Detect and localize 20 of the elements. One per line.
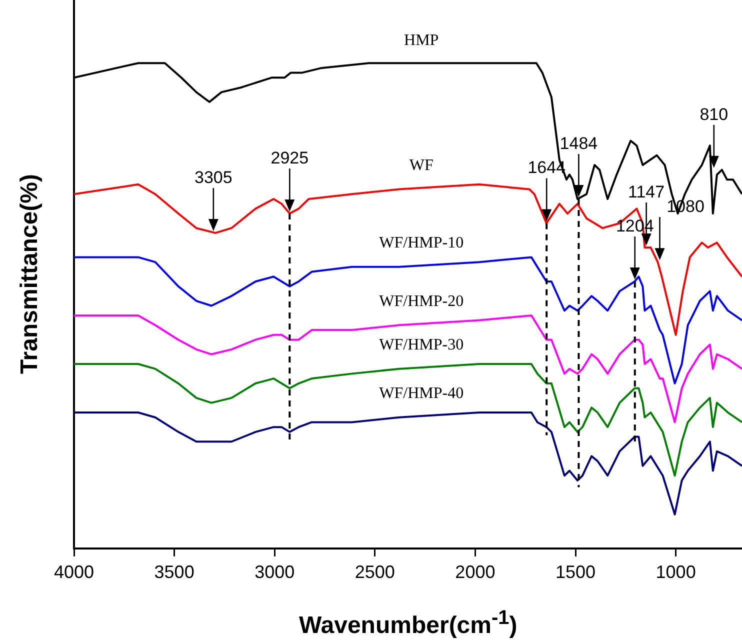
y-axis-title: Transmittance(%) <box>16 174 44 374</box>
x-tick-label: 4000 <box>54 562 94 582</box>
annotation: 1147 <box>628 182 665 202</box>
x-tick-label: 2000 <box>455 562 496 582</box>
series-label: WF/HMP-10 <box>379 234 464 252</box>
x-tick-label: 3500 <box>154 562 194 582</box>
x-tick-label: 2500 <box>354 562 395 582</box>
annotation: 810 <box>700 104 728 124</box>
x-tick-label: 1500 <box>555 562 596 582</box>
x-tick-label: 1000 <box>656 562 696 582</box>
x-axis-title: Wavenumber(cm$^{-1}$) <box>299 607 518 640</box>
series-label: WF <box>409 156 434 174</box>
series-label: WF/HMP-30 <box>379 336 464 354</box>
annotation: 2925 <box>270 148 309 168</box>
annotation: 1484 <box>560 134 598 153</box>
series-label: WF/HMP-40 <box>379 385 464 402</box>
series-label: HMP <box>404 32 439 50</box>
series-label: WF/HMP-20 <box>379 292 464 310</box>
annotation: 3305 <box>194 168 232 187</box>
x-tick-label: 3000 <box>254 562 295 582</box>
